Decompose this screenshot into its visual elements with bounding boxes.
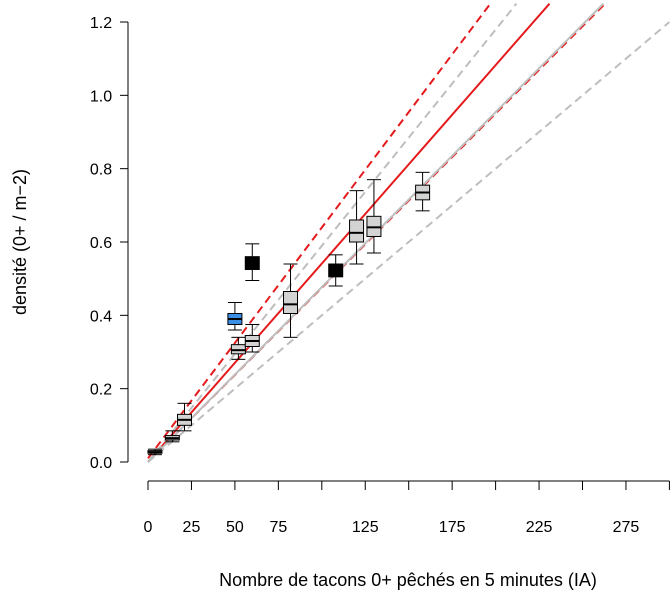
x-tick-label: 175 [439,519,466,536]
x-tick-label: 0 [144,519,153,536]
boxplot [147,448,163,456]
y-tick-label: 0.8 [90,162,112,179]
boxplot [349,190,365,265]
model-lines [147,2,670,463]
y-tick-label: 0.0 [90,455,112,472]
boxplot [244,323,260,353]
boxplot [164,430,180,443]
x-tick-label: 25 [183,519,201,536]
x-tick-label: 275 [613,519,640,536]
red-solid-line [147,3,551,463]
boxplot [328,254,344,287]
boxplot [176,402,192,432]
boxplot [283,263,299,338]
boxplots [147,171,431,456]
y-tick-label: 0.6 [90,235,112,252]
box [349,219,365,243]
y-tick-label: 1.0 [90,88,112,105]
x-axis: 0 25 50 75 125 175 225 275 [144,480,670,536]
y-axis: 0.0 0.2 0.4 0.6 0.8 1.0 1.2 [90,15,129,472]
boxplot [415,171,431,212]
y-axis-label: densité (0+ / m−2) [10,169,30,315]
y-tick-label: 0.4 [90,308,112,325]
grey-dashed-line [147,3,518,463]
y-tick-label: 1.2 [90,15,112,32]
red-dashed-line [147,3,492,459]
boxplot [366,179,382,254]
boxplot [227,301,243,331]
y-tick-label: 0.2 [90,382,112,399]
x-tick-label: 125 [352,519,379,536]
x-tick-label: 50 [226,519,244,536]
boxplot [230,336,246,360]
boxplot [244,243,260,281]
x-axis-label: Nombre de tacons 0+ pêchés en 5 minutes … [219,570,597,590]
x-tick-label: 75 [269,519,287,536]
grey-dashed-line [147,21,670,463]
box [283,290,299,314]
x-tick-label: 225 [526,519,553,536]
